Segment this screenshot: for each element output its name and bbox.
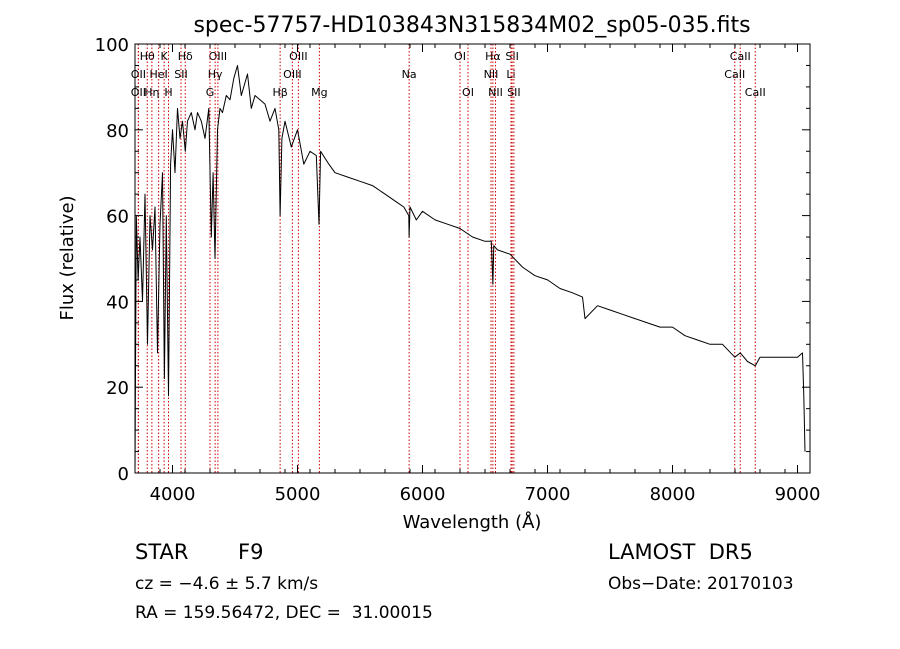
x-tick-label-0: 4000 [150,484,196,505]
y-axis: 0 20 40 60 80 100 [95,35,810,485]
spectrum-series [134,65,806,474]
coordinates: RA = 159.56472, DEC = 31.00015 [135,603,433,623]
line-label-11: G [206,86,215,99]
line-label-3: K [161,50,169,63]
y-tick-label-2: 40 [106,292,129,313]
line-label-5: Hη [144,86,159,99]
y-tick-label-1: 20 [106,378,129,399]
line-label-12: OIII [289,50,307,63]
line-label-27: CaII [745,86,766,99]
line-label-24: SII [507,86,520,99]
line-label-8: SII [174,68,187,81]
line-label-6: H [164,86,172,99]
survey-label: LAMOST DR5 [608,540,753,564]
redshift-readout: cz = −4.6 ± 5.7 km/s [135,574,319,594]
x-tick-label-5: 9000 [775,484,821,505]
spectrum-plot: spec-57757-HD103843N315834M02_sp05-035.f… [57,13,821,533]
line-label-22: SII [505,50,518,63]
line-label-13: OIII [283,68,301,81]
line-label-26: CaII [724,68,745,81]
chart-title: spec-57757-HD103843N315834M02_sp05-035.f… [193,13,750,38]
x-axis-label: Wavelength (Å) [403,511,542,533]
x-tick-label-4: 8000 [650,484,696,505]
line-label-10: Hγ [208,68,223,81]
line-label-4: HeI [149,68,167,81]
line-label-21: NII [488,86,503,99]
spectrum-line [134,65,806,474]
line-label-23: Li [506,68,515,81]
line-label-15: Mg [311,86,327,99]
x-tick-label-2: 6000 [400,484,446,505]
y-axis-label: Flux (relative) [57,195,78,320]
line-label-7: Hδ [178,50,193,63]
obs-date: Obs−Date: 20170103 [608,574,794,594]
line-label-14: Hβ [272,86,287,99]
line-label-9: OIII [209,50,227,63]
line-label-17: OI [454,50,466,63]
line-label-16: Na [402,68,417,81]
line-label-25: CaII [730,50,751,63]
object-type: STAR [135,540,189,564]
x-tick-label-1: 5000 [275,484,321,505]
y-tick-label-5: 100 [95,35,129,56]
line-label-19: Hα [485,50,501,63]
y-tick-label-3: 60 [106,207,129,228]
y-tick-label-0: 0 [118,464,129,485]
x-tick-label-3: 7000 [525,484,571,505]
y-tick-label-4: 80 [106,121,129,142]
line-label-18: OI [462,86,474,99]
line-label-0: Hθ [140,50,155,63]
plot-frame [134,43,811,474]
x-axis: 4000 5000 6000 7000 8000 9000 [134,44,821,505]
subclass: F9 [238,540,264,564]
line-label-20: NII [484,68,499,81]
